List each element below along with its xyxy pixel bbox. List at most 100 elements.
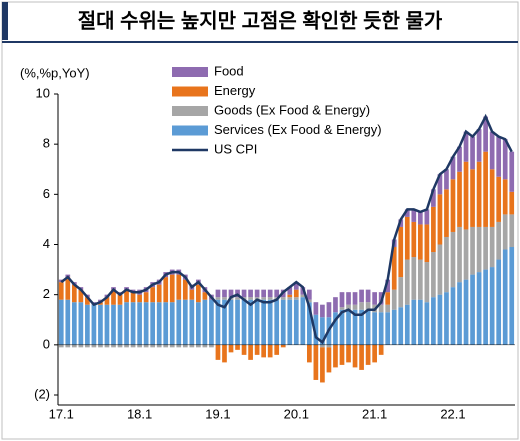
bar-segment [104, 344, 110, 348]
bar-segment [287, 287, 293, 295]
bar-segment [444, 189, 449, 237]
bar-segment [424, 224, 430, 263]
bar-segment [111, 304, 116, 345]
bar-segment [222, 299, 227, 345]
bar-segment [313, 314, 319, 345]
bar-segment [463, 161, 469, 230]
bar-segment [150, 302, 156, 345]
bar-segment [398, 307, 404, 345]
bar-segment [404, 259, 410, 305]
bar-segment [359, 289, 364, 303]
bar-segment [130, 292, 136, 303]
bar-segment [463, 229, 469, 280]
bar-segment [352, 304, 358, 310]
bar-segment [130, 302, 136, 345]
bar-segment [489, 226, 495, 268]
bar-segment [261, 297, 267, 300]
bar-segment [58, 344, 64, 348]
bar-segment [85, 344, 90, 348]
bar-segment [65, 299, 71, 345]
bar-segment [333, 297, 338, 313]
bar-segment [391, 309, 397, 345]
bar-segment [326, 344, 332, 348]
bar-segment [287, 297, 293, 300]
bar-segment [365, 309, 371, 345]
bar-segment [280, 297, 286, 300]
bar-segment [450, 156, 456, 180]
bar-segment [261, 299, 267, 345]
bar-segment [202, 299, 208, 345]
bar-segment [431, 189, 436, 207]
bar-segment [182, 279, 188, 300]
bar-segment [437, 194, 443, 245]
bar-segment [346, 292, 351, 305]
y-axis-label: (%,%p,YoY) [20, 65, 90, 80]
bar-segment [470, 274, 475, 345]
bar-segment [274, 289, 280, 298]
bar-segment [411, 209, 417, 222]
bar-segment [91, 344, 97, 348]
bar-segment [169, 302, 175, 345]
bar-segment [176, 299, 182, 345]
bar-segment [137, 294, 142, 303]
y-tick-label: 6 [43, 186, 50, 201]
legend-swatch [172, 125, 208, 136]
bar-segment [502, 214, 508, 250]
bar-segment [346, 309, 351, 345]
bar-segment [463, 131, 469, 162]
bar-segment [150, 344, 156, 348]
bar-segment [431, 206, 436, 253]
bar-segment [339, 292, 345, 308]
bar-segment [372, 292, 377, 305]
bar-segment [352, 309, 358, 345]
bar-segment [489, 131, 495, 170]
bar-segment [457, 226, 462, 283]
bar-segment [300, 297, 306, 345]
bar-segment [457, 171, 462, 227]
bar-segment [431, 297, 436, 345]
bar-segment [85, 304, 90, 345]
bar-segment [182, 299, 188, 345]
bar-segment [85, 297, 90, 305]
bar-segment [222, 289, 227, 298]
bar-segment [248, 297, 253, 300]
bar-segment [98, 344, 103, 348]
bar-segment [274, 299, 280, 345]
bar-segment [385, 292, 391, 305]
bar-segment [450, 179, 456, 232]
bar-segment [320, 344, 325, 348]
bar-segment [124, 344, 129, 348]
bar-segment [202, 344, 208, 348]
bar-segment [176, 344, 182, 348]
bar-segment [156, 284, 162, 303]
bar-segment [463, 279, 469, 345]
bar-segment [104, 297, 110, 305]
bar-segment [196, 302, 201, 345]
bar-segment [326, 302, 332, 318]
bar-segment [509, 214, 515, 248]
y-tick-label: 0 [43, 336, 50, 351]
bar-segment [287, 299, 293, 345]
bar-segment [293, 297, 299, 300]
bar-segment [326, 347, 332, 373]
bar-segment [483, 269, 488, 345]
bar-segment [156, 344, 162, 348]
bar-segment [509, 247, 515, 345]
bar-segment [169, 344, 175, 348]
bar-segment [483, 151, 488, 227]
bar-segment [248, 344, 253, 360]
bar-segment [196, 284, 201, 303]
bar-segment [431, 252, 436, 298]
bar-segment [254, 289, 260, 298]
bar-segment [176, 274, 182, 300]
bar-segment [117, 294, 123, 305]
bar-segment [202, 292, 208, 300]
bar-segment [215, 344, 221, 360]
bar-segment [496, 136, 502, 177]
bar-segment [78, 302, 84, 345]
bar-segment [378, 304, 384, 313]
legend-label: Energy [214, 83, 256, 98]
bar-segment [398, 226, 404, 278]
